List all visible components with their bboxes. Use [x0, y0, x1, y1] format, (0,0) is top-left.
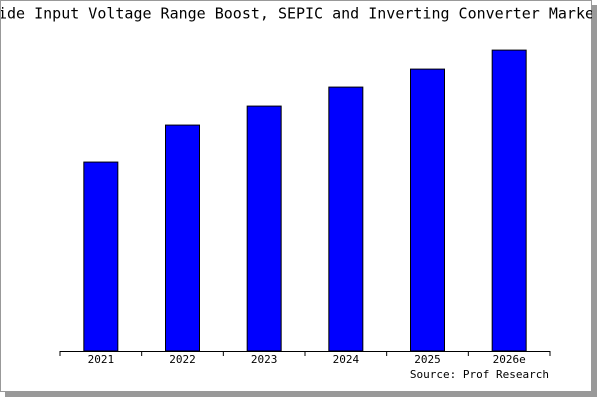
- plot-area: 2021 2022 2023 2024 2025 2026e: [59, 49, 551, 366]
- x-tick-label: 2025: [414, 353, 441, 366]
- x-tick-label: 2024: [333, 353, 360, 366]
- bar: [328, 86, 364, 352]
- x-tick-label: 2026e: [493, 353, 526, 366]
- x-tick-label: 2022: [169, 353, 196, 366]
- bar: [165, 124, 200, 352]
- chart-title: Wide Input Voltage Range Boost, SEPIC an…: [0, 5, 600, 23]
- bar: [83, 161, 119, 352]
- x-tick-label: 2023: [251, 353, 278, 366]
- bar: [246, 105, 282, 352]
- bar: [410, 68, 445, 352]
- bar: [491, 49, 527, 352]
- source: Source: Prof Research: [410, 368, 549, 381]
- x-tick-label: 2021: [88, 353, 115, 366]
